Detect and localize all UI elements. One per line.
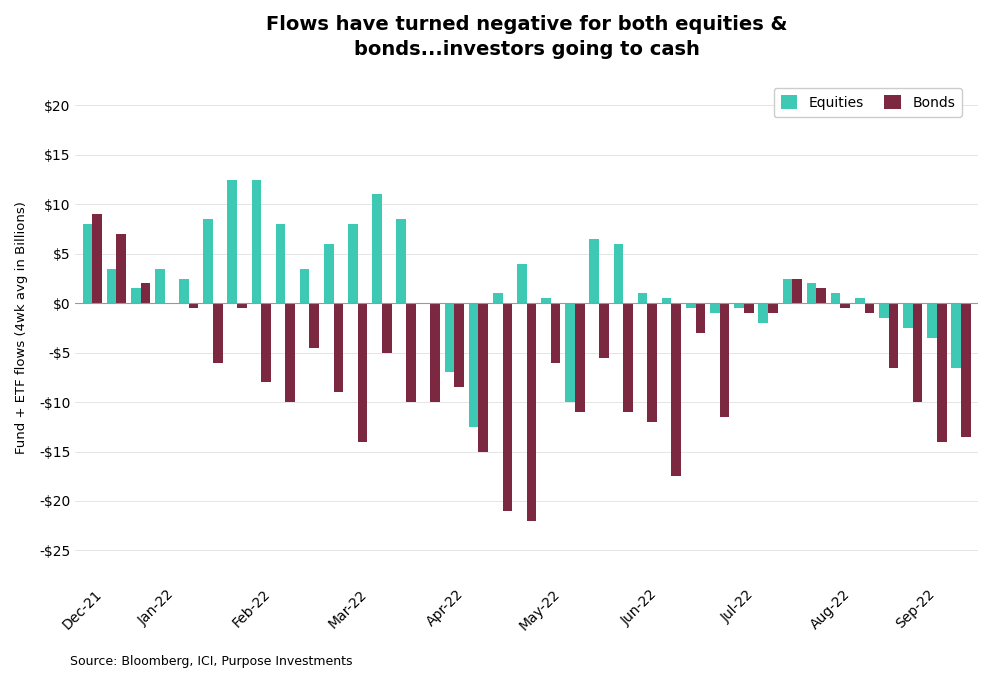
Bar	[551, 303, 560, 362]
Bar	[285, 303, 295, 402]
Bar	[82, 224, 92, 303]
Bar	[276, 224, 285, 303]
Bar	[879, 303, 889, 318]
Bar	[106, 269, 116, 303]
Bar	[300, 269, 310, 303]
Bar	[961, 303, 971, 437]
Bar	[131, 288, 141, 303]
Bar	[806, 284, 816, 303]
Bar	[624, 303, 633, 412]
Bar	[865, 303, 874, 313]
Bar	[179, 279, 189, 303]
Bar	[951, 303, 961, 367]
Bar	[493, 294, 502, 303]
Bar	[213, 303, 222, 362]
Bar	[445, 303, 454, 373]
Y-axis label: Fund + ETF flows (4wk avg in Billions): Fund + ETF flows (4wk avg in Billions)	[15, 202, 28, 454]
Bar	[502, 303, 512, 511]
Bar	[310, 303, 319, 348]
Bar	[614, 244, 624, 303]
Bar	[261, 303, 271, 382]
Bar	[526, 303, 536, 521]
Bar	[710, 303, 720, 313]
Bar	[831, 294, 840, 303]
Bar	[927, 303, 937, 338]
Bar	[454, 303, 464, 387]
Bar	[768, 303, 778, 313]
Bar	[590, 239, 599, 303]
Bar	[638, 294, 647, 303]
Bar	[517, 264, 526, 303]
Bar	[855, 298, 865, 303]
Bar	[334, 303, 344, 392]
Text: Source: Bloomberg, ICI, Purpose Investments: Source: Bloomberg, ICI, Purpose Investme…	[70, 655, 352, 668]
Bar	[937, 303, 946, 441]
Bar	[575, 303, 585, 412]
Bar	[155, 269, 165, 303]
Bar	[430, 303, 440, 402]
Bar	[349, 224, 357, 303]
Bar	[782, 279, 792, 303]
Bar	[744, 303, 754, 313]
Bar	[599, 303, 609, 358]
Bar	[141, 284, 150, 303]
Legend: Equities, Bonds: Equities, Bonds	[774, 88, 962, 117]
Bar	[324, 244, 334, 303]
Bar	[840, 303, 850, 308]
Bar	[889, 303, 899, 367]
Bar	[116, 234, 126, 303]
Bar	[396, 219, 406, 303]
Bar	[696, 303, 705, 333]
Bar	[720, 303, 730, 417]
Bar	[406, 303, 416, 402]
Bar	[237, 303, 246, 308]
Bar	[647, 303, 657, 422]
Bar	[251, 180, 261, 303]
Bar	[382, 303, 391, 352]
Bar	[469, 303, 479, 427]
Bar	[904, 303, 913, 328]
Bar	[686, 303, 696, 308]
Bar	[671, 303, 681, 477]
Bar	[204, 219, 213, 303]
Title: Flows have turned negative for both equities &
bonds...investors going to cash: Flows have turned negative for both equi…	[266, 15, 787, 59]
Bar	[357, 303, 367, 441]
Bar	[759, 303, 768, 323]
Bar	[92, 214, 102, 303]
Bar	[541, 298, 551, 303]
Bar	[661, 298, 671, 303]
Bar	[227, 180, 237, 303]
Bar	[734, 303, 744, 308]
Bar	[816, 288, 826, 303]
Bar	[913, 303, 922, 402]
Bar	[372, 194, 382, 303]
Bar	[189, 303, 199, 308]
Bar	[792, 279, 801, 303]
Bar	[565, 303, 575, 402]
Bar	[479, 303, 488, 452]
